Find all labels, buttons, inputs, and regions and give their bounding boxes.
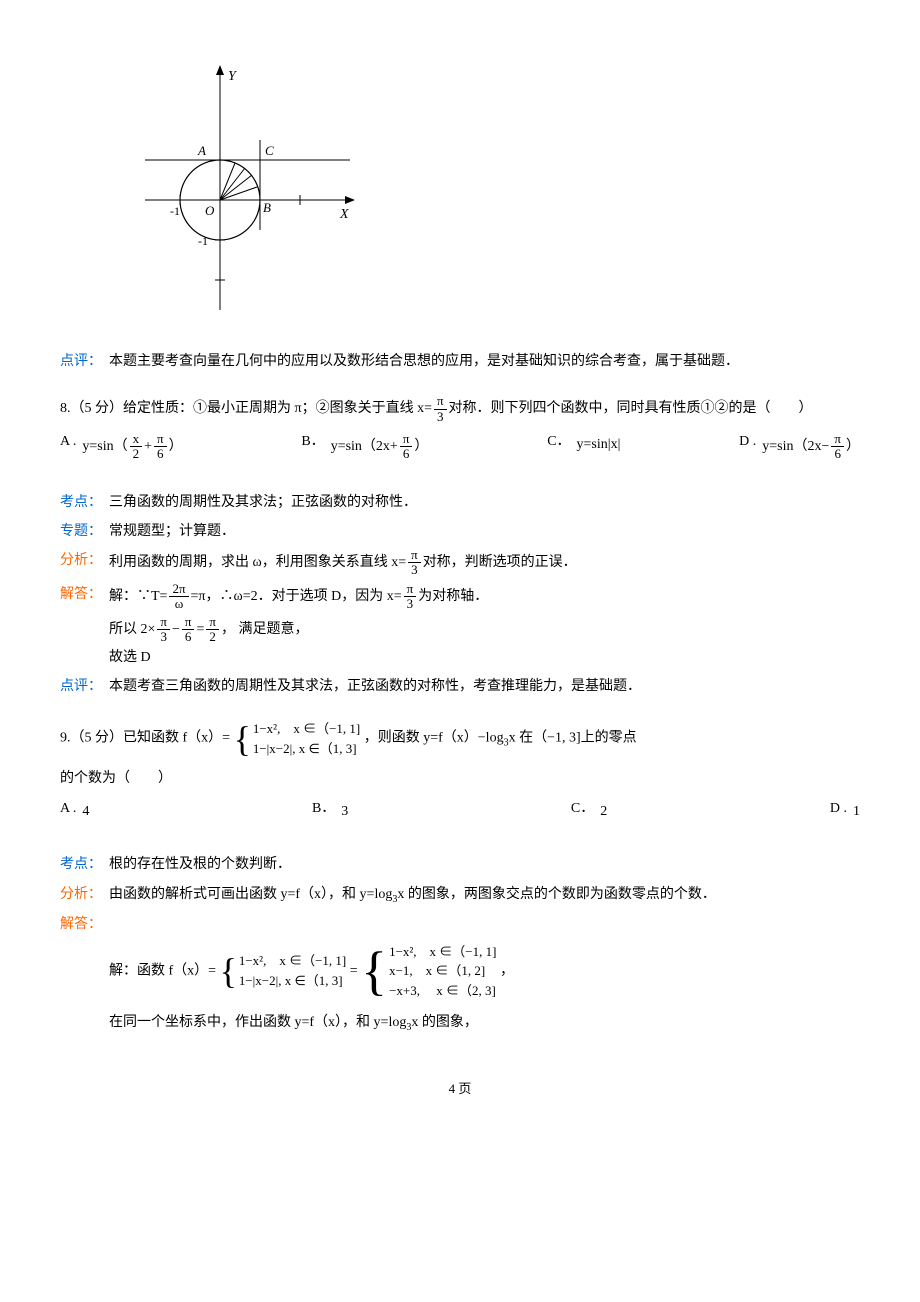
q8-option-b: B． y=sin（2x+π6） — [301, 432, 428, 462]
dianping-text: 本题主要考查向量在几何中的应用以及数形结合思想的应用，是对基础知识的综合考查，属… — [109, 349, 860, 374]
q9-option-a: A . 4 — [60, 799, 89, 824]
dianping-label: 点评： — [60, 349, 109, 374]
point-a-label: A — [197, 143, 206, 158]
kaodian-label: 考点： — [60, 490, 109, 515]
q9-option-c: C． 2 — [571, 799, 607, 824]
tick-neg1-y: -1 — [198, 234, 208, 248]
q8-option-c: C． y=sin|x| — [547, 432, 620, 462]
option-d-content: y=sin（2x−π6） — [762, 432, 860, 462]
option-c-content: y=sin|x| — [577, 432, 621, 457]
option-a-content: y=sin（x2+π6） — [82, 432, 182, 462]
geometry-figure: Y X A C B O -1 -1 — [140, 60, 860, 329]
option-b-label: B． — [301, 432, 324, 452]
q9-kaodian-row: 考点： 根的存在性及根的个数判断． — [60, 852, 860, 877]
q9-option-d: D . 1 — [830, 799, 860, 824]
option-c-label: C． — [547, 432, 570, 452]
q9-option-b: B． 3 — [312, 799, 348, 824]
q9-stem-line2: 的个数为（ ） — [60, 766, 860, 791]
piecewise-1: { 1−x², x ∈（−1, 1] 1−|x−2|, x ∈（1, 3] — [234, 719, 361, 758]
dianping-text: 本题考查三角函数的周期性及其求法，正弦函数的对称性，考查推理能力，是基础题． — [109, 674, 860, 699]
fenxi-label: 分析： — [60, 548, 109, 578]
q8-fenxi-row: 分析： 利用函数的周期，求出 ω，利用图象关系直线 x=π3对称，判断选项的正误… — [60, 548, 860, 578]
q8-options: A . y=sin（x2+π6） B． y=sin（2x+π6） C． y=si… — [60, 432, 860, 462]
option-a-label: A . — [60, 432, 76, 452]
option-b-content: y=sin（2x+π6） — [331, 432, 429, 462]
q8-option-d: D . y=sin（2x−π6） — [739, 432, 860, 462]
q8-zhuanti-row: 专题： 常规题型；计算题． — [60, 519, 860, 544]
circle-diagram-svg: Y X A C B O -1 -1 — [140, 60, 360, 320]
q8-jieda-row: 解答： 解：∵T=2πω=π，∴ω=2．对于选项 D，因为 x=π3为对称轴． — [60, 582, 860, 612]
kaodian-label: 考点： — [60, 852, 109, 877]
q8-stem-suffix: 对称．则下列四个函数中，同时具有性质①②的是（ ） — [449, 401, 813, 416]
fenxi-text: 由函数的解析式可画出函数 y=f（x），和 y=log3x 的图象，两图象交点的… — [109, 882, 860, 909]
q9-options: A . 4 B． 3 C． 2 D . 1 — [60, 799, 860, 824]
jieda-label: 解答： — [60, 582, 109, 612]
q9-jieda-line1: 解：函数 f（x）= { 1−x², x ∈（−1, 1] 1−|x−2|, x… — [109, 942, 860, 1001]
q8-kaodian-row: 考点： 三角函数的周期性及其求法；正弦函数的对称性． — [60, 490, 860, 515]
q9-fenxi-row: 分析： 由函数的解析式可画出函数 y=f（x），和 y=log3x 的图象，两图… — [60, 882, 860, 909]
tick-neg1-x: -1 — [170, 204, 180, 218]
point-c-label: C — [265, 143, 274, 158]
x-axis-label: X — [339, 207, 349, 222]
q8-stem-prefix: 8.（5 分）给定性质：①最小正周期为 π；②图象关于直线 x= — [60, 401, 432, 416]
piecewise-2: { 1−x², x ∈（−1, 1] 1−|x−2|, x ∈（1, 3] — [220, 951, 347, 990]
piecewise-3: { 1−x², x ∈（−1, 1] x−1, x ∈（1, 2] −x+3, … — [361, 942, 496, 1001]
jieda-label: 解答： — [60, 912, 109, 937]
frac-pi-3: π3 — [434, 394, 447, 424]
q8-dianping-row: 点评： 本题考查三角函数的周期性及其求法，正弦函数的对称性，考查推理能力，是基础… — [60, 674, 860, 699]
page-number: 4 页 — [60, 1077, 860, 1100]
q9-jieda-line2: 在同一个坐标系中，作出函数 y=f（x），和 y=log3x 的图象， — [109, 1010, 860, 1037]
q8-jieda-line3: 故选 D — [109, 645, 860, 670]
origin-label: O — [205, 203, 215, 218]
jieda-content: 解：∵T=2πω=π，∴ω=2．对于选项 D，因为 x=π3为对称轴． — [109, 582, 860, 612]
q8-stem: 8.（5 分）给定性质：①最小正周期为 π；②图象关于直线 x=π3对称．则下列… — [60, 394, 860, 424]
point-b-label: B — [263, 200, 271, 215]
zhuanti-label: 专题： — [60, 519, 109, 544]
kaodian-text: 根的存在性及根的个数判断． — [109, 852, 860, 877]
q7-dianping-row: 点评： 本题主要考查向量在几何中的应用以及数形结合思想的应用，是对基础知识的综合… — [60, 349, 860, 374]
kaodian-text: 三角函数的周期性及其求法；正弦函数的对称性． — [109, 490, 860, 515]
q8-jieda-line2: 所以 2×π3−π6=π2， 满足题意， — [109, 615, 860, 645]
fenxi-text: 利用函数的周期，求出 ω，利用图象关系直线 x=π3对称，判断选项的正误． — [109, 548, 860, 578]
zhuanti-text: 常规题型；计算题． — [109, 519, 860, 544]
fenxi-label: 分析： — [60, 882, 109, 909]
dianping-label: 点评： — [60, 674, 109, 699]
q9-stem-prefix: 9.（5 分）已知函数 f（x）= — [60, 731, 230, 746]
q9-jieda-row: 解答： — [60, 912, 860, 937]
option-d-label: D . — [739, 432, 756, 452]
q8-option-a: A . y=sin（x2+π6） — [60, 432, 183, 462]
q9-stem: 9.（5 分）已知函数 f（x）= { 1−x², x ∈（−1, 1] 1−|… — [60, 719, 860, 758]
y-axis-label: Y — [228, 69, 238, 84]
